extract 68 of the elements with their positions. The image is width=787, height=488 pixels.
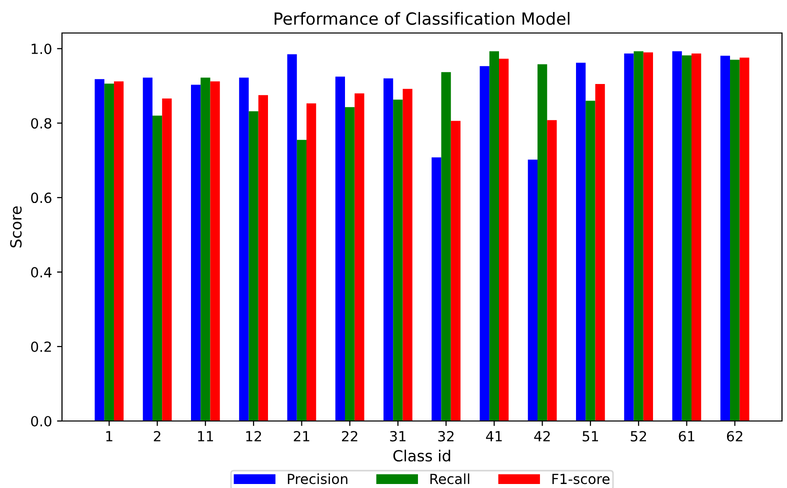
x-tick-label: 1 xyxy=(106,431,112,442)
bar xyxy=(432,157,442,421)
bar xyxy=(335,76,345,421)
x-tick-label: 52 xyxy=(630,430,646,442)
y-tick-label: 0.4 xyxy=(31,267,52,278)
bar xyxy=(258,95,268,421)
y-tick-label: 0.2 xyxy=(31,341,51,352)
bar xyxy=(354,93,364,421)
bar xyxy=(306,103,316,421)
bar xyxy=(595,84,605,421)
bar xyxy=(682,55,692,421)
bar xyxy=(239,78,249,421)
bar xyxy=(142,78,152,421)
bar xyxy=(152,116,162,421)
bar xyxy=(162,98,172,421)
y-tick-label: 0.6 xyxy=(31,192,52,204)
x-tick-label: 31 xyxy=(390,430,406,442)
x-tick-label: 2 xyxy=(154,430,160,442)
bar xyxy=(210,81,220,421)
bar xyxy=(740,58,750,421)
bar xyxy=(528,160,538,421)
bar xyxy=(450,120,461,421)
y-tick-label: 1.0 xyxy=(32,44,52,54)
x-tick-label: 12 xyxy=(246,430,261,442)
x-tick-label: 41 xyxy=(486,431,502,442)
y-tick-label: 0.8 xyxy=(31,118,52,129)
bar xyxy=(480,66,490,421)
bar xyxy=(576,62,586,421)
bar xyxy=(643,52,654,421)
x-tick-label: 11 xyxy=(198,431,213,442)
bar xyxy=(624,53,634,421)
legend-label: Recall xyxy=(430,473,470,484)
bar xyxy=(383,78,394,421)
bar xyxy=(672,51,682,421)
x-tick-label: 61 xyxy=(678,430,694,442)
bar xyxy=(720,56,730,421)
x-axis-title: Class id xyxy=(393,450,450,462)
legend-label: Precision xyxy=(288,473,348,484)
bar xyxy=(296,140,306,421)
bar xyxy=(538,64,548,421)
bar xyxy=(393,100,403,421)
bar xyxy=(104,84,114,421)
bar xyxy=(248,111,258,421)
x-tick-label: 62 xyxy=(726,430,742,442)
x-tick-label: 51 xyxy=(582,431,598,442)
bar xyxy=(344,107,355,421)
bar xyxy=(692,53,702,421)
x-tick-label: 42 xyxy=(534,430,550,442)
bar xyxy=(586,100,596,421)
x-tick-label: 32 xyxy=(438,430,454,442)
bar xyxy=(402,88,412,421)
bar xyxy=(489,51,500,421)
bar xyxy=(547,120,557,421)
bar xyxy=(441,72,451,421)
x-tick-label: 22 xyxy=(342,430,358,442)
legend-label: F1-score xyxy=(552,474,610,484)
bar xyxy=(190,84,201,421)
bar xyxy=(94,79,104,421)
chart-title: Performance of Classification Model xyxy=(274,12,570,25)
x-tick-label: 21 xyxy=(294,430,310,442)
bar xyxy=(730,60,740,421)
bar xyxy=(634,51,644,421)
bar xyxy=(499,58,509,421)
y-axis-title: Score xyxy=(10,206,22,248)
bar xyxy=(200,78,210,421)
y-tick-label: 0.0 xyxy=(31,416,52,426)
bar xyxy=(287,54,297,421)
bar xyxy=(114,81,124,421)
